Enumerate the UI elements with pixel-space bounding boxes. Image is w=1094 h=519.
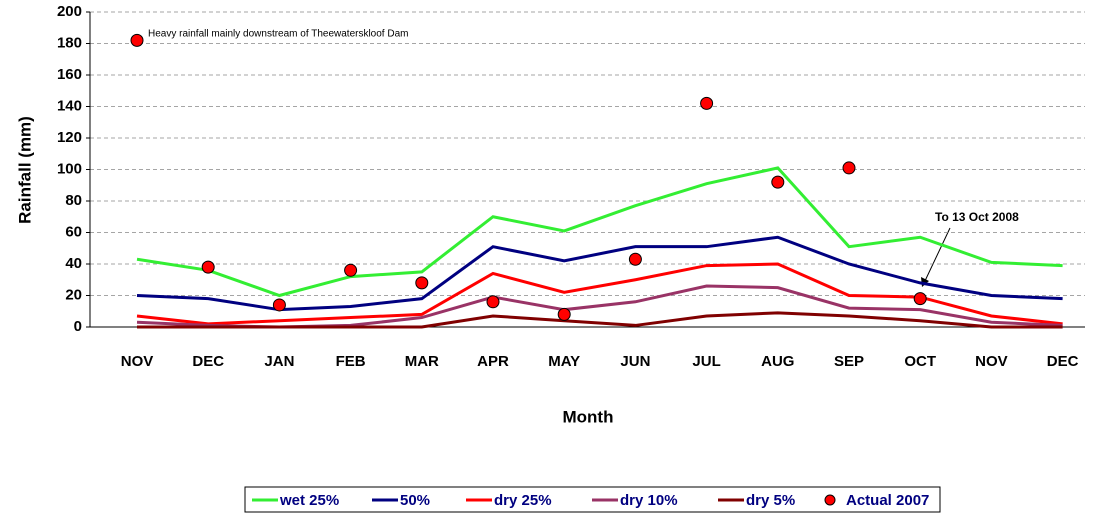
series-line: [136, 235, 1063, 312]
x-tick-label: AUG: [761, 353, 794, 370]
legend-label: 50%: [400, 492, 430, 509]
y-tick-label: 120: [57, 129, 82, 146]
data-point: [201, 260, 215, 274]
data-point: [272, 298, 286, 312]
y-tick-label: 20: [65, 286, 82, 303]
annotation: To 13 Oct 2008: [935, 210, 1019, 224]
y-tick-label: 80: [65, 192, 82, 209]
data-point: [415, 276, 429, 290]
annotation-arrow: [923, 227, 951, 284]
series-line: [136, 262, 1063, 326]
data-point: [130, 33, 144, 47]
y-tick-label: 200: [57, 3, 82, 20]
series-line: [137, 311, 1063, 329]
data-point: [628, 252, 642, 266]
series-line: [136, 166, 1063, 298]
legend-label: dry 5%: [746, 492, 795, 509]
x-tick-label: MAY: [548, 353, 580, 370]
data-point: [486, 295, 500, 309]
x-tick-label: OCT: [904, 353, 936, 370]
legend-label: Actual 2007: [846, 492, 929, 509]
y-tick-label: 180: [57, 34, 82, 51]
x-tick-label: NOV: [121, 353, 154, 370]
y-axis-label: Rainfall (mm): [15, 116, 34, 224]
x-tick-label: DEC: [192, 353, 224, 370]
x-tick-label: JUN: [620, 353, 650, 370]
x-tick-label: JAN: [264, 353, 294, 370]
legend-label: dry 10%: [620, 492, 678, 509]
x-tick-label: SEP: [834, 353, 864, 370]
legend-marker: [824, 494, 836, 506]
y-tick-label: 140: [57, 97, 82, 114]
y-tick-label: 160: [57, 66, 82, 83]
x-axis-label: Month: [563, 407, 614, 426]
y-tick-label: 0: [74, 318, 82, 335]
data-point: [913, 292, 927, 306]
legend-label: wet 25%: [279, 492, 339, 509]
data-point: [344, 263, 358, 277]
x-tick-label: JUL: [692, 353, 720, 370]
annotation: Heavy rainfall mainly downstream of Thee…: [148, 29, 408, 40]
x-tick-label: APR: [477, 353, 509, 370]
x-tick-label: FEB: [336, 353, 366, 370]
x-tick-label: NOV: [975, 353, 1008, 370]
x-tick-label: MAR: [405, 353, 439, 370]
y-tick-label: 60: [65, 223, 82, 240]
data-point: [557, 307, 571, 321]
data-point: [771, 175, 785, 189]
legend-label: dry 25%: [494, 492, 552, 509]
data-point: [700, 96, 714, 110]
y-tick-label: 40: [65, 255, 82, 272]
y-tick-label: 100: [57, 160, 82, 177]
x-tick-label: DEC: [1047, 353, 1079, 370]
data-point: [842, 161, 856, 175]
